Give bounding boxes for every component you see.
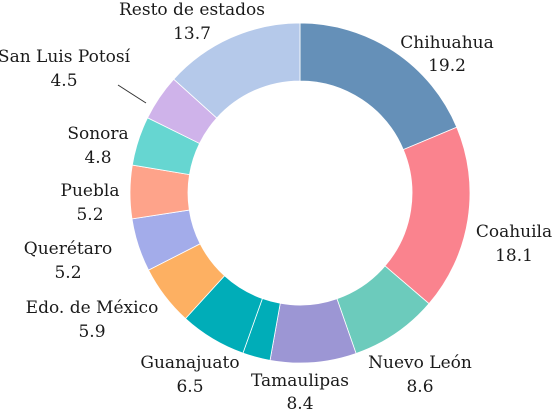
label-value-puebla: 5.2 [76,205,103,225]
label-value-edo-de-mexico: 5.9 [78,322,105,342]
label-value-guanajuato: 6.5 [176,377,203,397]
label-value-sonora: 4.8 [84,148,111,168]
label-value-resto-de-estados: 13.7 [173,24,211,44]
label-name-tamaulipas: Tamaulipas [251,371,349,391]
label-value-san-luis-potosi: 4.5 [50,71,77,91]
label-name-guanajuato: Guanajuato [140,353,239,373]
label-name-puebla: Puebla [61,181,120,201]
donut-slices [129,22,471,364]
label-value-chihuahua: 19.2 [428,56,466,76]
label-value-coahuila: 18.1 [495,246,533,266]
slice-resto-de-estados-11 [173,22,301,119]
label-name-edo-de-mexico: Edo. de México [26,298,159,318]
label-name-queretaro: Querétaro [24,239,112,259]
label-name-chihuahua: Chihuahua [400,33,493,53]
label-value-nuevo-leon: 8.6 [406,377,433,397]
label-name-san-luis-potosi: San Luis Potosí [0,47,131,67]
label-name-sonora: Sonora [67,124,128,144]
label-name-nuevo-leon: Nuevo León [368,353,472,373]
leader-line-san-luis-potosi [117,84,147,104]
label-value-tamaulipas: 8.4 [286,394,313,412]
label-value-queretaro: 5.2 [54,263,81,283]
label-name-resto-de-estados: Resto de estados [119,0,265,20]
label-name-coahuila: Coahuila [476,222,552,242]
